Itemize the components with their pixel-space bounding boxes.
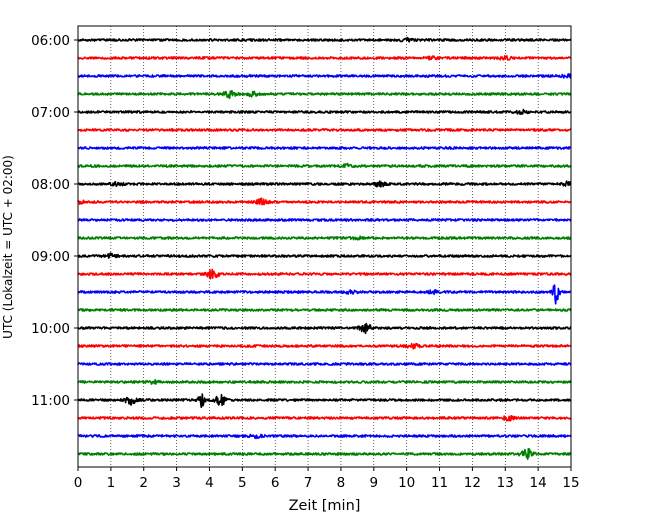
y-tick-label: 07:00 xyxy=(31,105,70,121)
y-tick-label: 06:00 xyxy=(31,33,70,49)
x-tick-label: 4 xyxy=(205,475,214,491)
x-tick-label: 11 xyxy=(431,475,448,491)
trace-line xyxy=(77,235,572,241)
trace-line xyxy=(77,108,572,116)
plot-frame xyxy=(77,25,572,468)
x-tick-label: 15 xyxy=(562,475,579,491)
x-tick-label: 8 xyxy=(337,475,346,491)
x-axis-label: Zeit [min] xyxy=(289,498,361,514)
x-tick-label: 7 xyxy=(304,475,313,491)
x-tick-label: 2 xyxy=(139,475,148,491)
trace-line xyxy=(77,36,572,43)
trace-line xyxy=(77,252,572,259)
x-tick-label: 14 xyxy=(530,475,547,491)
trace-line xyxy=(77,162,572,169)
y-axis-label: UTC (Lokalzeit = UTC + 02:00) xyxy=(1,155,15,339)
trace-line xyxy=(77,268,572,280)
x-tick-label: 5 xyxy=(238,475,247,491)
trace-line xyxy=(77,128,572,132)
x-tick-label: 13 xyxy=(497,475,514,491)
trace-line xyxy=(77,73,572,79)
y-tick-label: 10:00 xyxy=(31,321,70,337)
y-tick-label: 08:00 xyxy=(31,177,70,193)
y-tick-label: 11:00 xyxy=(31,393,70,409)
trace-line xyxy=(77,55,572,61)
y-tick-label: 09:00 xyxy=(31,249,70,265)
x-axis: 0 1 2 3 4 5 6 7 8 9 10 11 12 13 14 15 xyxy=(74,467,580,491)
x-tick-label: 3 xyxy=(172,475,181,491)
trace-line xyxy=(77,89,572,99)
trace-line xyxy=(77,197,572,206)
y-axis: 06:00 07:00 08:00 09:00 10:00 11:00 xyxy=(31,33,78,409)
trace-line xyxy=(77,308,572,312)
x-tick-label: 9 xyxy=(370,475,379,491)
trace-line xyxy=(77,180,572,188)
trace-line xyxy=(77,284,572,305)
trace-line xyxy=(77,342,572,350)
trace-line xyxy=(77,378,572,385)
x-tick-label: 1 xyxy=(107,475,116,491)
x-tick-label: 6 xyxy=(271,475,280,491)
trace-line xyxy=(77,433,572,440)
trace-line xyxy=(77,218,572,222)
x-tick-label: 10 xyxy=(398,475,415,491)
trace-line xyxy=(77,414,572,422)
trace-line xyxy=(77,393,572,409)
trace-line xyxy=(77,146,572,150)
x-tick-label: 12 xyxy=(464,475,481,491)
trace-line xyxy=(77,362,572,366)
x-tick-label: 0 xyxy=(74,475,83,491)
seismogram-traces xyxy=(77,36,572,461)
trace-line xyxy=(77,447,572,461)
trace-line xyxy=(77,322,572,335)
